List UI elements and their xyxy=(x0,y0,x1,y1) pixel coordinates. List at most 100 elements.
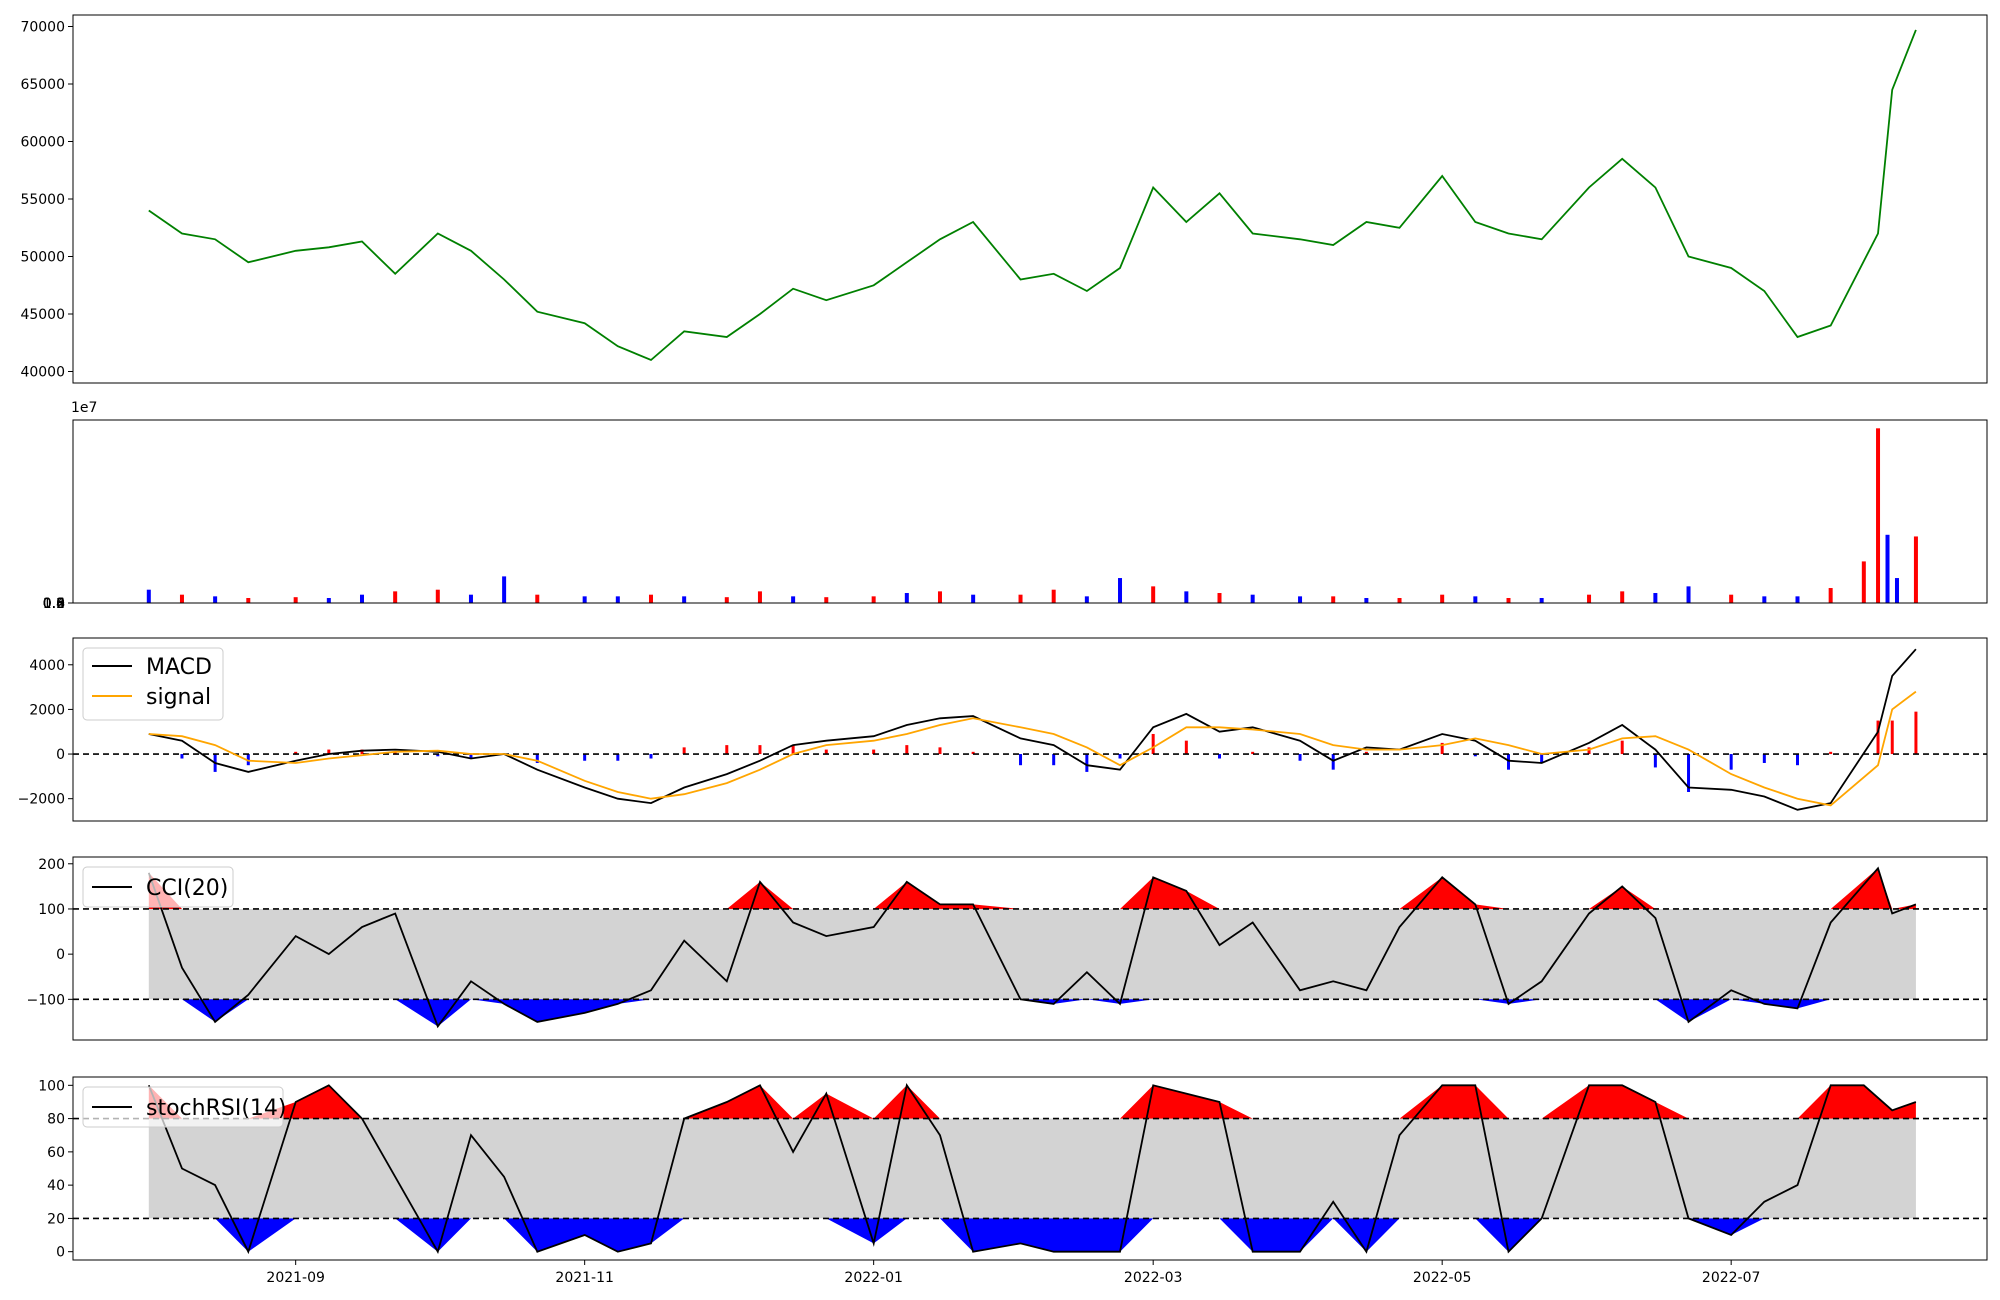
cci-line xyxy=(147,866,1917,1029)
volume-bar xyxy=(502,576,507,603)
price-line xyxy=(148,29,1917,362)
macd-hist-bar xyxy=(1184,740,1188,755)
volume-bar xyxy=(757,591,762,603)
stochrsi-band xyxy=(148,1118,1916,1219)
volume-bar xyxy=(1364,598,1369,603)
macd-hist-bar xyxy=(971,751,975,755)
cci-legend-label: CCI(20) xyxy=(146,876,228,901)
macd-hist-bar xyxy=(725,745,729,755)
volume-bar xyxy=(179,594,184,603)
stochrsi-ytick-label: 0 xyxy=(56,1245,65,1261)
volume-bar xyxy=(435,589,440,603)
macd-hist-bar xyxy=(938,747,942,755)
volume-bar xyxy=(724,597,729,603)
volume-ytick-label: 0.2 xyxy=(43,596,65,612)
macd-hist-bar xyxy=(393,751,397,755)
stochrsi-ytick-label: 100 xyxy=(38,1078,65,1094)
stochrsi-line xyxy=(147,1083,1917,1255)
volume-bar xyxy=(1587,594,1592,603)
cci-ytick-label: 200 xyxy=(38,857,65,873)
volume-bar xyxy=(1217,593,1222,603)
volume-bar xyxy=(824,597,829,603)
fills-layer xyxy=(148,868,1916,1252)
cci-ytick-label: 100 xyxy=(38,902,65,918)
macd-hist-bar xyxy=(1151,733,1155,755)
volume-bar xyxy=(1729,594,1734,603)
legends-layer: MACD signal CCI(20) stochRSI(14) xyxy=(82,647,287,1128)
cci-band xyxy=(148,908,1916,1000)
volume-ytick-label: 0.8 xyxy=(43,596,65,612)
price-ytick-label: 55000 xyxy=(20,192,65,208)
macd-hist-bar xyxy=(535,754,539,763)
volume-bar xyxy=(1539,598,1544,603)
macd-hist-bar xyxy=(1364,751,1368,755)
volume-bar xyxy=(1473,596,1478,603)
macd-hist-bar xyxy=(649,754,653,759)
price-ytick-label: 40000 xyxy=(20,365,65,381)
volume-bar xyxy=(791,596,796,603)
macd-hist-bar xyxy=(246,754,250,766)
volume-offset-label: 1e7 xyxy=(71,400,97,416)
volume-bar xyxy=(682,596,687,603)
volume-bar xyxy=(1913,536,1918,603)
volume-ytick-label: 0.6 xyxy=(43,596,65,612)
macd-legend-label: MACD xyxy=(146,655,212,680)
volume-bar xyxy=(359,594,364,603)
macd-ytick-label: 0 xyxy=(56,747,65,763)
volume-bar xyxy=(1298,596,1303,603)
macd-hist-bar xyxy=(294,751,298,755)
volume-bar xyxy=(1118,578,1123,603)
volume-bar xyxy=(1894,578,1899,603)
volume-ytick-label: 1.0 xyxy=(43,596,65,612)
macd-hist-bar xyxy=(1440,742,1444,755)
macd-hist-bar xyxy=(1251,751,1255,755)
macd-hist-bar xyxy=(824,749,828,755)
volume-bar xyxy=(904,593,909,603)
cci-ytick-label: 0 xyxy=(56,947,65,963)
volume-bar xyxy=(213,596,218,603)
volume-bar xyxy=(293,597,298,603)
macd-hist-bar xyxy=(583,754,587,761)
volume-bar xyxy=(246,598,251,603)
volume-bar xyxy=(582,596,587,603)
macd-hist-bar xyxy=(1914,711,1918,755)
volume-bar xyxy=(1084,596,1089,603)
price-ytick-label: 60000 xyxy=(20,135,65,151)
price-ytick-label: 65000 xyxy=(20,77,65,93)
macd-hist-bar xyxy=(180,754,184,759)
macd-hist-bar xyxy=(1795,754,1799,766)
macd-ytick-label: 4000 xyxy=(29,658,65,674)
macd-hist-bar xyxy=(1085,754,1089,772)
volume-bar xyxy=(1506,598,1511,603)
macd-hist-bar xyxy=(616,754,620,761)
macd-hist-bar xyxy=(1218,754,1222,759)
cci-overbought-fill xyxy=(148,868,1916,909)
macd-hist-bar xyxy=(1890,720,1894,755)
macd-hist-bar xyxy=(360,749,364,755)
macd-ytick-label: −2000 xyxy=(18,792,65,808)
macd-hist-bar xyxy=(1729,754,1733,770)
macd-hist-bar xyxy=(1052,754,1056,766)
stochrsi-legend-label: stochRSI(14) xyxy=(146,1096,287,1121)
macd-hist-bar xyxy=(1587,747,1591,755)
volume-ytick-label: 0.4 xyxy=(43,596,65,612)
volume-bar xyxy=(971,594,976,603)
volume-bar xyxy=(468,594,473,603)
stochrsi-overbought-fill xyxy=(148,1085,1916,1119)
stochrsi-legend-box xyxy=(82,1086,284,1128)
price-axes-frame xyxy=(72,14,1988,384)
volume-bar xyxy=(1885,534,1890,603)
macd-ytick-label: 2000 xyxy=(29,702,65,718)
price-ytick-label: 50000 xyxy=(20,250,65,266)
stochrsi-legend: stochRSI(14) xyxy=(82,1086,287,1128)
volume-bar xyxy=(1331,596,1336,603)
macd-line xyxy=(148,648,1917,811)
volume-ytick-label: 0.0 xyxy=(43,596,65,612)
volume-axes-frame xyxy=(72,419,1988,604)
stochrsi-axes-frame xyxy=(72,1076,1988,1261)
stochrsi-ytick-label: 20 xyxy=(47,1211,65,1227)
macd-hist-bar xyxy=(1298,754,1302,761)
xtick-label: 2022-05 xyxy=(1413,1270,1472,1286)
volume-bar xyxy=(871,596,876,603)
